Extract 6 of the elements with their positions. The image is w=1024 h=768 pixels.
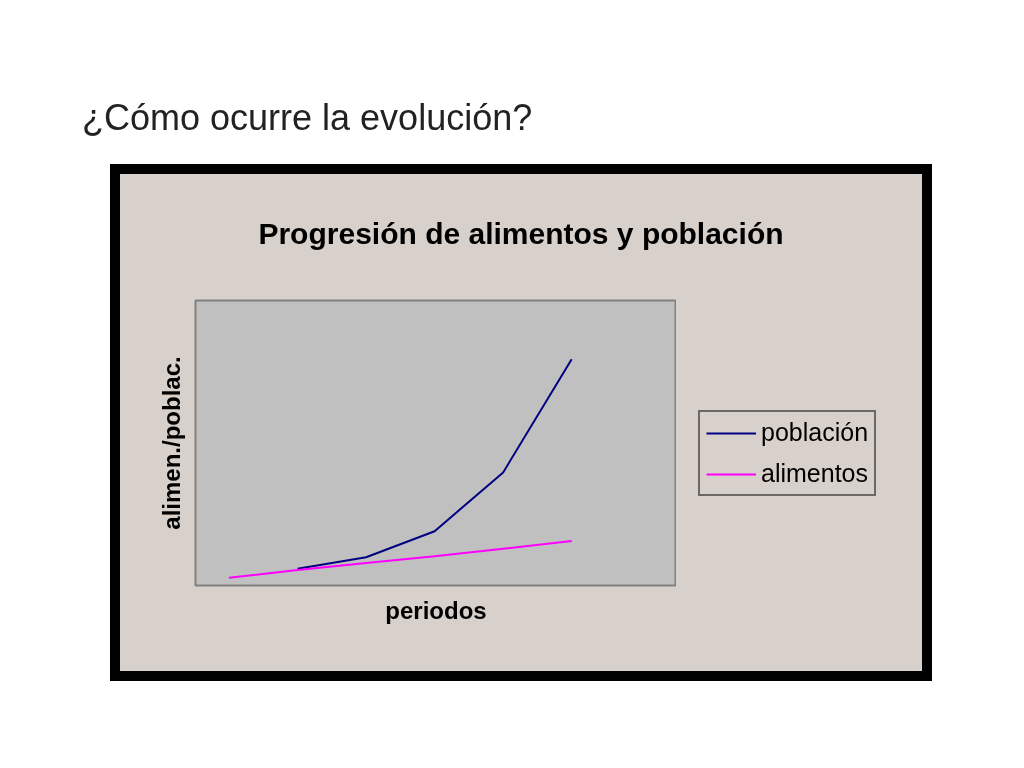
y-axis-title: alimen./poblac. [157,356,185,530]
legend-label: alimentos [761,459,868,488]
chart-subtitle: Progresión de alimentos y población [257,216,785,252]
x-axis-title: periodos [385,596,487,624]
legend-label: población [761,418,869,447]
chart-title: ¿Cómo ocurre la evolución? [81,96,533,140]
